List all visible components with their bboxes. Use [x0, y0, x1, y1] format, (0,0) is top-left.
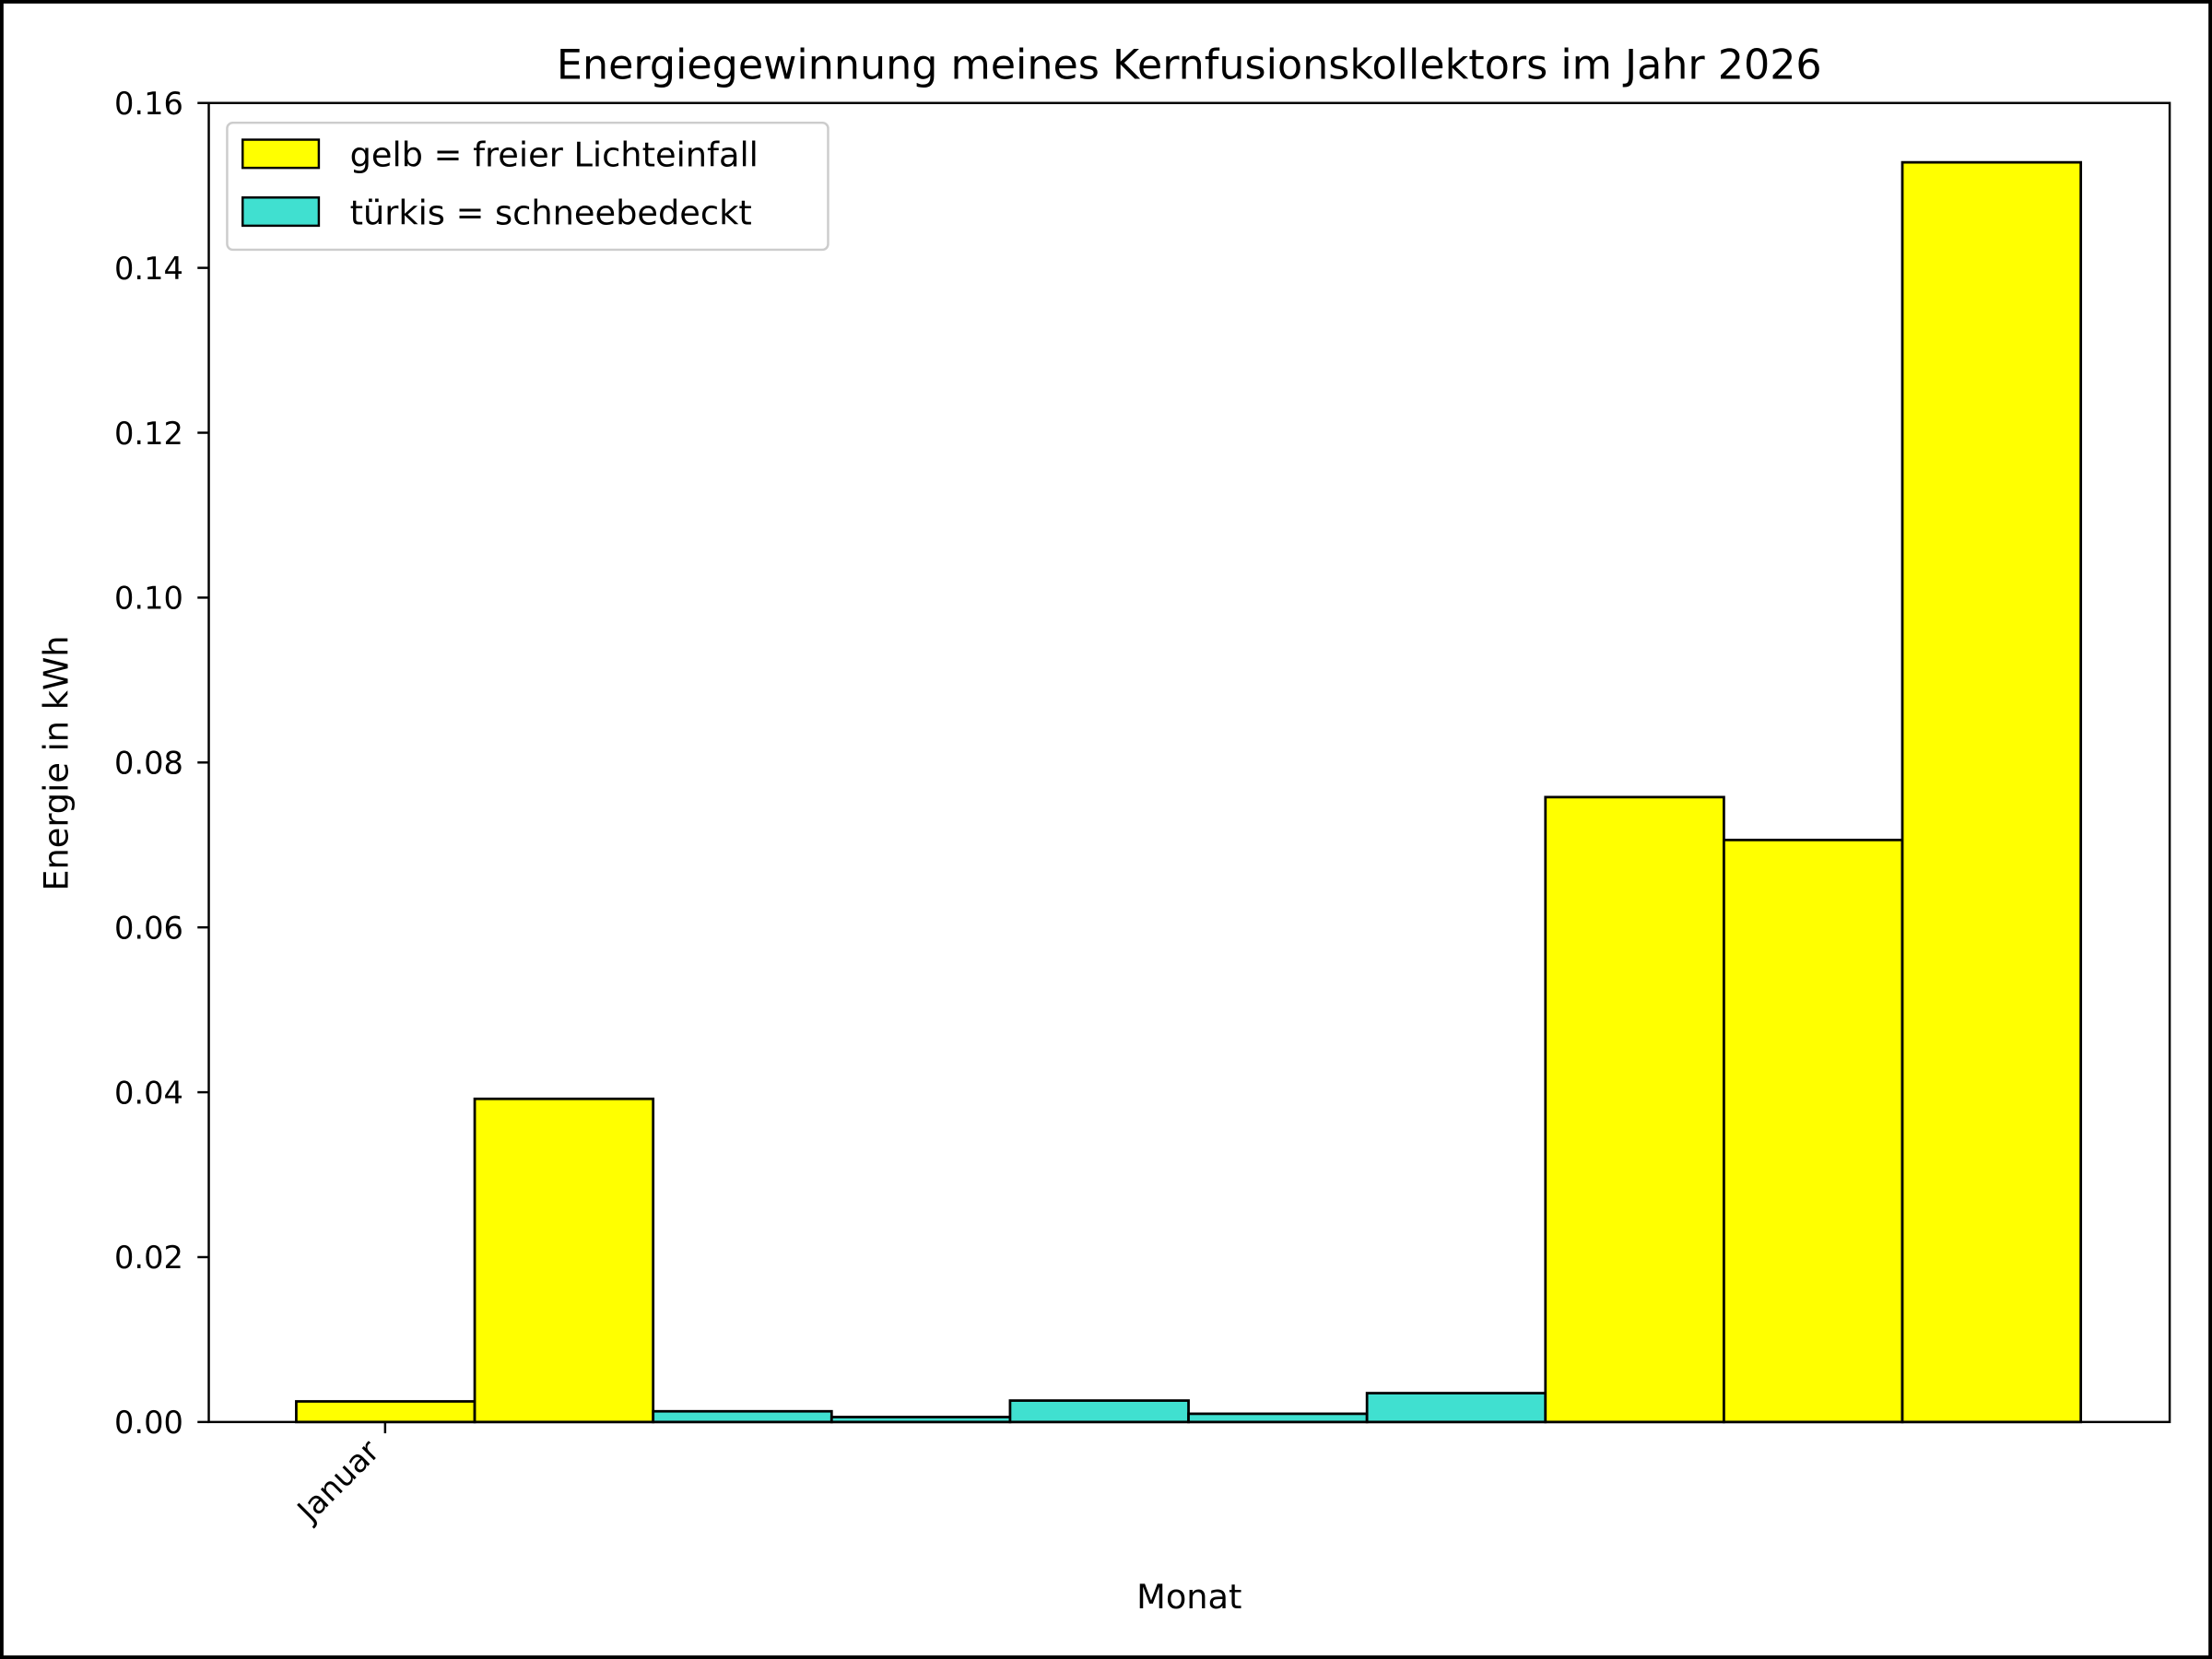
legend-frame	[226, 121, 830, 252]
y-tick-label: 0.08	[114, 746, 183, 782]
bar-2	[473, 1097, 655, 1424]
y-tick-label: 0.00	[114, 1405, 183, 1441]
y-tick-label: 0.12	[114, 416, 183, 452]
y-tick-label: 0.14	[114, 251, 183, 287]
legend-swatch-yellow	[241, 138, 321, 170]
chart-title: Energiegewinnung meines Kernfusionskolle…	[557, 42, 1822, 89]
legend: gelb = freier Lichteinfall türkis = schn…	[226, 121, 830, 252]
bar-8	[1544, 795, 1725, 1424]
y-tick-label: 0.04	[114, 1075, 183, 1111]
bar-9	[1723, 838, 1904, 1424]
bar-5	[1008, 1399, 1190, 1424]
x-axis-label: Monat	[1136, 1577, 1241, 1617]
y-tick-label: 0.16	[114, 86, 183, 122]
legend-label-turquoise: türkis = schneebedeckt	[350, 193, 752, 232]
y-axis-label: Energie in kWh	[36, 635, 76, 890]
legend-label-yellow: gelb = freier Lichteinfall	[350, 135, 759, 175]
y-tick-label: 0.02	[114, 1240, 183, 1276]
bar-6	[1187, 1412, 1369, 1424]
bar-3	[652, 1409, 833, 1424]
bar-7	[1365, 1392, 1547, 1424]
bar-10	[1900, 160, 2083, 1424]
bar-1	[295, 1400, 477, 1424]
y-tick-label: 0.06	[114, 910, 183, 946]
legend-swatch-turquoise	[241, 196, 321, 228]
y-tick-label: 0.10	[114, 581, 183, 617]
